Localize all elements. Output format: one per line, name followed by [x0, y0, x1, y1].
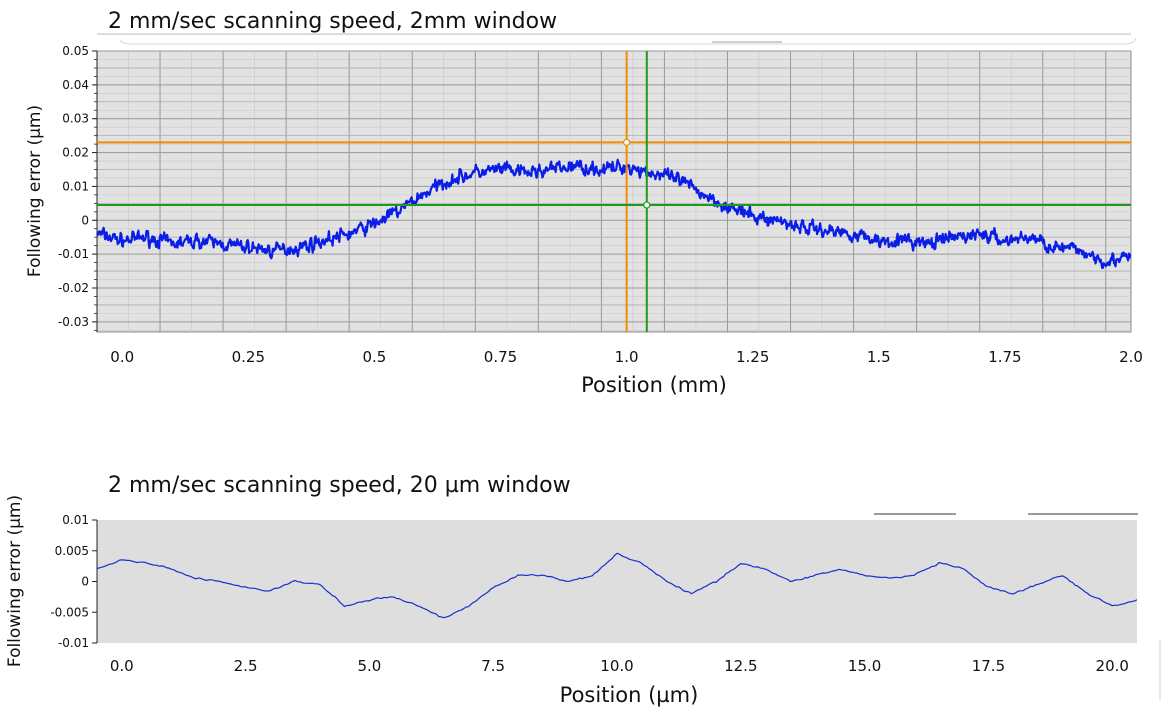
- chart-1: 2 mm/sec scanning speed, 2mm window 0.05 0…: [25, 9, 1143, 397]
- y-tick-label: -0.01: [58, 636, 89, 650]
- y-tick-label: 0.005: [55, 544, 89, 558]
- x-tick-label: 1.0: [615, 348, 639, 366]
- y-axis-label: Following error (µm): [5, 495, 25, 667]
- x-tick-label: 1.75: [988, 348, 1021, 366]
- x-tick-label: 2.0: [1119, 348, 1143, 366]
- chart-2: 2 mm/sec scanning speed, 20 µm window 0.0…: [5, 473, 1137, 707]
- grid: [96, 33, 1131, 332]
- series-line: [97, 158, 1131, 270]
- cursor-marker: [623, 138, 631, 147]
- y-tick-label: 0.05: [62, 44, 89, 58]
- chart-title: 2 mm/sec scanning speed, 2mm window: [108, 9, 557, 34]
- x-tick-label: 5.0: [357, 657, 381, 675]
- x-axis-label: Position (mm): [581, 373, 727, 397]
- cursor-marker: [643, 201, 651, 209]
- x-tick-label: 1.5: [867, 348, 891, 366]
- plot-area: [96, 50, 1132, 333]
- y-tick-label: 0.01: [62, 513, 89, 527]
- y-tick-label: 0.03: [62, 112, 89, 126]
- y-tick-label: -0.03: [58, 315, 89, 329]
- x-tick-label: 0.5: [362, 348, 386, 366]
- x-tick-label: 0.25: [232, 348, 265, 366]
- x-tick-label: 2.5: [234, 657, 258, 675]
- plot-area: [97, 520, 1137, 643]
- y-axis-label: Following error (µm): [25, 105, 45, 277]
- y-tick-label: -0.01: [58, 247, 89, 261]
- x-tick-label: 0.75: [484, 348, 517, 366]
- x-tick-label: 12.5: [724, 657, 757, 675]
- y-tick-label: 0: [81, 213, 89, 227]
- x-axis-label: Position (µm): [560, 683, 699, 707]
- x-tick-label: 17.5: [972, 657, 1005, 675]
- x-tick-label: 20.0: [1096, 657, 1129, 675]
- x-tick-label: 7.5: [481, 657, 505, 675]
- series-line: [97, 552, 1137, 619]
- chart-title: 2 mm/sec scanning speed, 20 µm window: [108, 473, 571, 498]
- y-tick-label: -0.005: [50, 605, 89, 619]
- y-tick-label: 0: [81, 575, 89, 589]
- x-tick-label: 10.0: [600, 657, 633, 675]
- panel-border: [119, 37, 1137, 45]
- x-tick-label: 1.25: [736, 348, 769, 366]
- y-tick-label: 0.02: [62, 146, 89, 160]
- x-tick-label: 15.0: [848, 657, 881, 675]
- y-tick-label: 0.01: [62, 179, 89, 193]
- y-tick-label: 0.04: [62, 78, 89, 92]
- x-tick-label: 0.0: [110, 657, 134, 675]
- y-tick-label: -0.02: [58, 281, 89, 295]
- x-tick-label: 0.0: [110, 348, 134, 366]
